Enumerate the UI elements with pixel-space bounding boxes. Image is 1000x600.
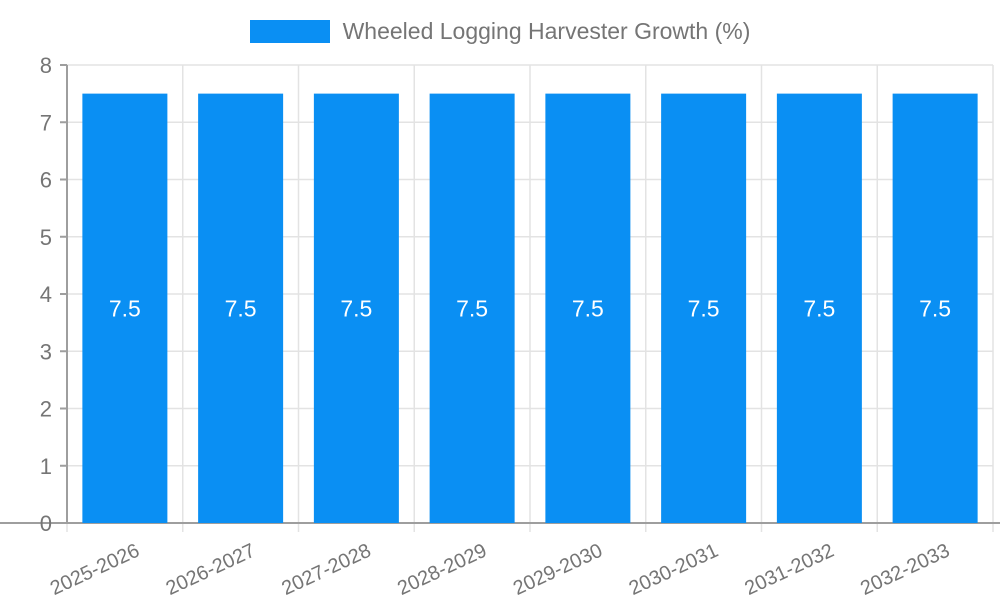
y-tick-label: 8 xyxy=(40,53,52,78)
x-tick-label: 2028-2029 xyxy=(394,540,490,600)
y-tick-label: 6 xyxy=(40,168,52,193)
bar-value-label: 7.5 xyxy=(688,295,720,321)
x-tick-label: 2026-2027 xyxy=(163,540,259,600)
bar xyxy=(661,93,747,523)
bar-value-label: 7.5 xyxy=(919,295,951,321)
bar-value-label: 7.5 xyxy=(340,295,372,321)
bar-value-label: 7.5 xyxy=(109,295,141,321)
x-tick-label: 2029-2030 xyxy=(510,540,606,600)
y-tick-label: 5 xyxy=(40,225,52,250)
y-tick-label: 3 xyxy=(40,339,52,364)
bar xyxy=(82,93,168,523)
y-tick-label: 4 xyxy=(40,282,52,307)
y-tick-label: 0 xyxy=(40,511,52,536)
chart-title: Wheeled Logging Harvester Growth (%) xyxy=(342,18,751,44)
y-tick-label: 2 xyxy=(40,397,52,422)
bar xyxy=(198,93,284,523)
bar-value-label: 7.5 xyxy=(225,295,257,321)
bar-value-label: 7.5 xyxy=(803,295,835,321)
x-tick-label: 2027-2028 xyxy=(278,540,374,600)
x-tick-label: 2030-2031 xyxy=(626,540,722,600)
legend: Wheeled Logging Harvester Growth (%) xyxy=(0,20,1000,43)
legend-item[interactable]: Wheeled Logging Harvester Growth (%) xyxy=(249,18,751,44)
bar xyxy=(776,93,862,523)
bar xyxy=(429,93,515,523)
x-tick-label: 2032-2033 xyxy=(857,540,953,600)
bar-value-label: 7.5 xyxy=(572,295,604,321)
legend-swatch xyxy=(249,20,330,43)
y-tick-label: 1 xyxy=(40,454,52,479)
bar xyxy=(545,93,631,523)
y-tick-label: 7 xyxy=(40,110,52,135)
bar xyxy=(313,93,399,523)
x-tick-label: 2031-2032 xyxy=(741,540,837,600)
x-tick-label: 2025-2026 xyxy=(47,540,143,600)
bar-value-label: 7.5 xyxy=(456,295,488,321)
bar xyxy=(892,93,978,523)
